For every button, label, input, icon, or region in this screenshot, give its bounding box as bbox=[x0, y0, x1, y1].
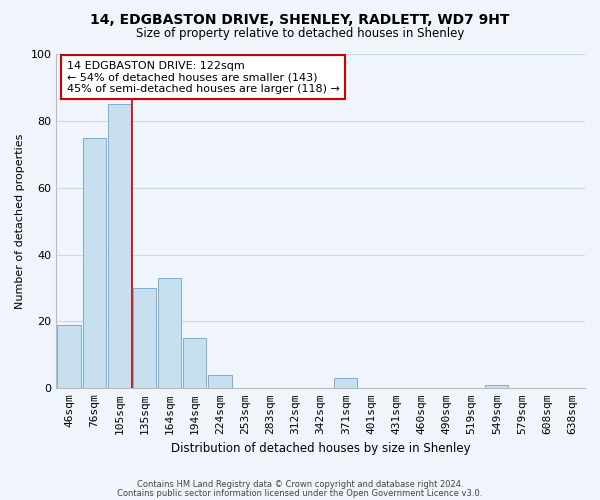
Bar bbox=[208, 375, 232, 388]
Text: Contains HM Land Registry data © Crown copyright and database right 2024.: Contains HM Land Registry data © Crown c… bbox=[137, 480, 463, 489]
Bar bbox=[334, 378, 358, 388]
Text: 14 EDGBASTON DRIVE: 122sqm
← 54% of detached houses are smaller (143)
45% of sem: 14 EDGBASTON DRIVE: 122sqm ← 54% of deta… bbox=[67, 60, 340, 94]
Bar bbox=[58, 325, 80, 388]
Bar bbox=[183, 338, 206, 388]
Text: Size of property relative to detached houses in Shenley: Size of property relative to detached ho… bbox=[136, 28, 464, 40]
Text: Contains public sector information licensed under the Open Government Licence v3: Contains public sector information licen… bbox=[118, 488, 482, 498]
X-axis label: Distribution of detached houses by size in Shenley: Distribution of detached houses by size … bbox=[171, 442, 470, 455]
Text: 14, EDGBASTON DRIVE, SHENLEY, RADLETT, WD7 9HT: 14, EDGBASTON DRIVE, SHENLEY, RADLETT, W… bbox=[90, 12, 510, 26]
Bar bbox=[108, 104, 131, 389]
Bar bbox=[133, 288, 156, 388]
Bar bbox=[83, 138, 106, 388]
Bar bbox=[485, 385, 508, 388]
Bar bbox=[158, 278, 181, 388]
Y-axis label: Number of detached properties: Number of detached properties bbox=[15, 134, 25, 309]
